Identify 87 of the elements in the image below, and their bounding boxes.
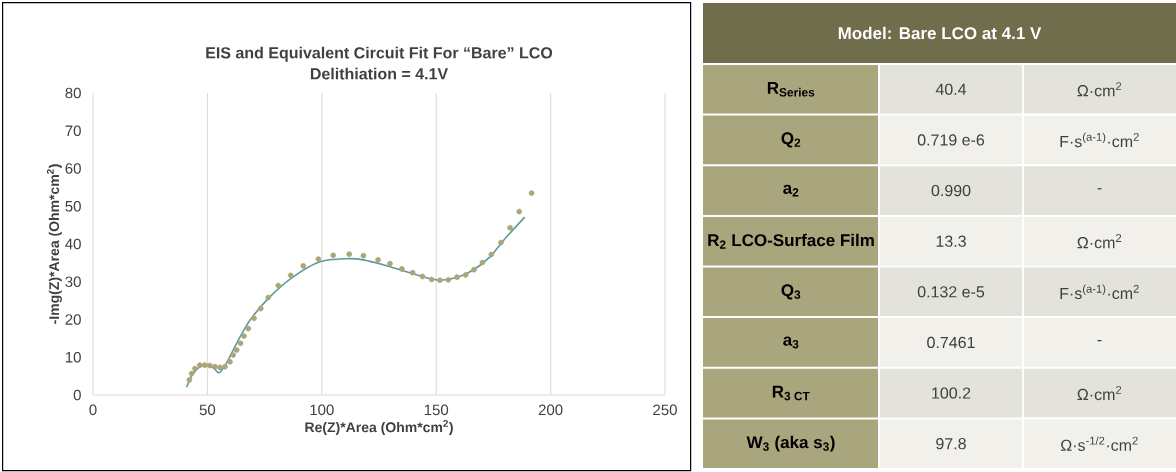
line-series <box>186 216 526 388</box>
point <box>186 377 193 383</box>
point <box>265 294 272 301</box>
point <box>528 190 535 196</box>
point <box>237 340 244 347</box>
point <box>445 277 452 283</box>
x-tick-label: 100 <box>310 404 334 416</box>
y-tick-label: 40 <box>65 238 81 250</box>
category-label: Q$_{3}$ <box>781 284 801 300</box>
text: Model: Bare LCO at 4.1 V <box>838 26 1042 40</box>
point <box>437 277 443 284</box>
text: 40.4 <box>935 83 967 95</box>
point <box>192 365 198 372</box>
y-tick-label: 80 <box>65 87 81 99</box>
y-tick-label: 20 <box>65 314 81 325</box>
point <box>287 272 294 279</box>
point <box>507 224 513 231</box>
category-label: W$_{3}$ (aka s$_{3}$) <box>746 435 835 452</box>
text: Ω·cm$^{2}$ <box>1077 82 1122 97</box>
point <box>275 282 282 289</box>
text: 0.719 e-6 <box>917 134 985 146</box>
category-label: a$_{3}$ <box>783 336 799 349</box>
point <box>315 256 322 262</box>
text: F·s$^{(a-1)}$·cm$^{2}$ <box>1060 284 1139 300</box>
text: 13.3 <box>936 235 966 247</box>
point <box>375 257 381 263</box>
text: F·s$^{(a-1)}$·cm$^{2}$ <box>1060 132 1139 148</box>
x-tick-label: 200 <box>538 404 563 416</box>
y-axis-title: -Img(Z)*Area (Ohm*cm$^{2}$) <box>46 164 62 324</box>
point <box>471 266 477 273</box>
text: 97.8 <box>936 438 966 450</box>
x-axis-title: Re(Z)*Area (Ohm*cm$^{2}$) <box>305 420 453 435</box>
text: Ω·cm$^{2}$ <box>1077 385 1122 401</box>
text: - <box>1097 340 1102 342</box>
y-tick-label: 30 <box>65 276 81 288</box>
category-label: R$_{2}$ LCO-Surface Film <box>708 233 874 249</box>
point <box>498 239 504 246</box>
point <box>360 252 367 259</box>
point <box>428 276 435 283</box>
category-label: R$_{3 CT}$ <box>772 385 810 401</box>
point <box>188 370 195 377</box>
point <box>488 251 495 258</box>
point <box>217 364 223 371</box>
point <box>419 273 426 280</box>
text: 100.2 <box>932 387 971 399</box>
point <box>227 358 233 365</box>
text: Ω·s$^{-1/2}$·cm$^{2}$ <box>1060 436 1138 451</box>
point <box>462 272 469 278</box>
y-tick-label: 0 <box>73 389 81 401</box>
point <box>330 252 337 259</box>
point <box>197 362 203 368</box>
y-tick-label: 70 <box>65 125 81 137</box>
point <box>409 269 416 276</box>
x-tick-label: 150 <box>424 404 449 416</box>
point <box>202 362 208 368</box>
point <box>399 266 405 272</box>
y-tick-label: 10 <box>65 351 81 363</box>
y-tick-label: 50 <box>65 200 81 212</box>
text: Ω·cm$^{2}$ <box>1077 234 1122 249</box>
text: - <box>1097 188 1102 190</box>
point <box>241 333 247 339</box>
point <box>300 263 307 269</box>
text: 0.7461 <box>927 336 975 349</box>
x-tick-label: 50 <box>199 404 216 416</box>
category-label: a$_{2}$ <box>783 184 799 197</box>
point <box>454 274 460 281</box>
chart-title: EIS and Equivalent Circuit Fit For “Bare” LCO <box>206 46 553 62</box>
point <box>212 363 218 370</box>
point <box>207 362 213 369</box>
point <box>479 259 486 266</box>
category-label: R$_{Series}$ <box>767 82 815 97</box>
point <box>251 315 257 322</box>
point <box>257 305 264 312</box>
point <box>245 325 252 332</box>
chart-subtitle: Delithiation = 4.1V <box>310 67 449 80</box>
point <box>516 208 523 215</box>
y-tick-label: 60 <box>65 163 81 174</box>
point <box>222 363 228 370</box>
point <box>230 352 237 358</box>
x-tick-label: 0 <box>89 404 97 416</box>
point <box>346 251 353 257</box>
x-tick-label: 250 <box>653 404 677 416</box>
point <box>233 347 240 353</box>
text: 0.990 <box>931 184 971 197</box>
text: 0.132 e-5 <box>917 286 985 298</box>
point <box>387 260 393 267</box>
category-label: Q$_{2}$ <box>781 132 801 148</box>
